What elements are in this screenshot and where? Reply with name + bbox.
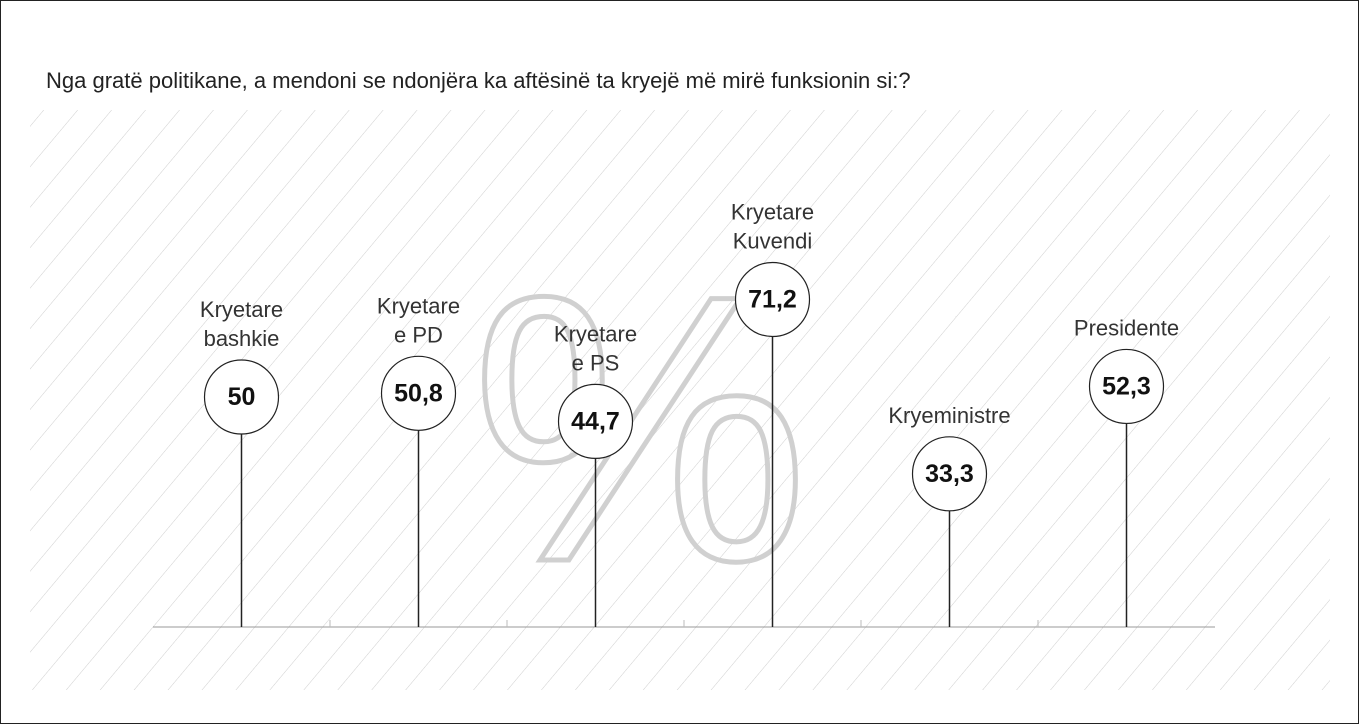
category-label: Kryetare	[554, 321, 637, 346]
marker	[380, 355, 457, 431]
category-label: e PD	[394, 322, 443, 347]
category-label: Kryetare	[731, 199, 814, 224]
category-label: bashkie	[204, 326, 280, 351]
value-label: 52,3	[1102, 372, 1151, 400]
value-label: 50	[228, 383, 256, 411]
chart-title: Nga gratë politikane, a mendoni se ndonj…	[46, 68, 911, 93]
marker	[203, 359, 280, 435]
value-label: 33,3	[925, 460, 974, 488]
value-label: 44,7	[571, 407, 620, 435]
category-label: e PS	[572, 350, 620, 375]
category-label: Presidente	[1074, 315, 1179, 340]
marker	[1088, 348, 1165, 425]
marker	[557, 383, 634, 459]
marker	[911, 436, 988, 512]
category-label: Kryetare	[200, 297, 283, 322]
value-label: 50,8	[394, 379, 443, 407]
category-label: Kryeministre	[888, 403, 1010, 428]
category-label: Kryetare	[377, 293, 460, 318]
marker	[734, 261, 811, 338]
category-label: Kuvendi	[733, 228, 813, 253]
value-label: 71,2	[748, 285, 797, 313]
